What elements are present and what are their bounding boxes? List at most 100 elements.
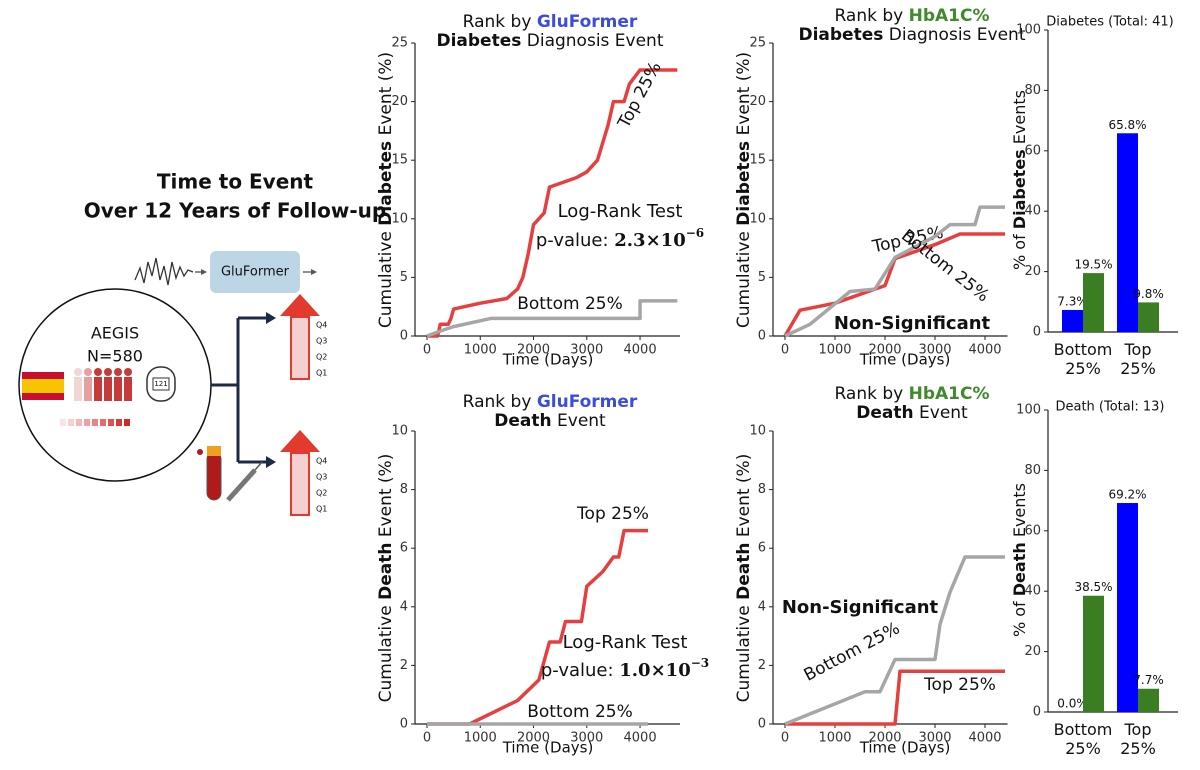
x-tick-label: 0: [781, 343, 789, 358]
y-tick-label: 40: [1024, 584, 1041, 599]
x-tick-label: 2000: [868, 343, 901, 358]
annotation-text: Log-Rank Test: [563, 632, 688, 653]
p-value-exponent: −6: [686, 226, 704, 240]
series-label: Top 25%: [576, 504, 649, 524]
annotation: Non-Significant: [782, 597, 939, 618]
people-icons: [74, 368, 132, 401]
bar: [1138, 688, 1159, 712]
y-tick-label: 8: [400, 482, 408, 497]
sensor-label: 121: [154, 380, 167, 388]
y-tick-label: 15: [749, 153, 766, 168]
y-axis-label-part: Events: [1010, 90, 1029, 149]
y-tick-label: 0: [1033, 705, 1041, 720]
quartile-label: Q4: [316, 457, 327, 466]
arrow-head: [311, 269, 317, 275]
rank-icon: [280, 294, 320, 380]
series-line: [426, 528, 649, 726]
quartile-label: Q1: [316, 505, 327, 514]
x-tick-label: Bottom 25%: [1054, 340, 1113, 378]
p-value-mantissa: 1.0×10: [619, 660, 690, 681]
cohort-size: N=580: [87, 347, 143, 366]
y-axis-label: % of Diabetes Events: [1010, 90, 1029, 270]
arrow-head: [266, 312, 276, 324]
x-tick-label: 4000: [624, 731, 657, 746]
y-axis-label-part: % of: [1010, 596, 1029, 637]
x-tick-label: 2000: [517, 731, 550, 746]
annotation: Non-Significant: [834, 313, 991, 334]
split-arrows: [211, 316, 268, 464]
series-line: [785, 669, 1005, 726]
arrow-head: [266, 456, 276, 468]
y-tick-label: 20: [1024, 264, 1041, 279]
x-tick-label-line: 25%: [1065, 739, 1101, 758]
y-tick-label: 100: [1016, 23, 1041, 38]
x-tick-label-line: 25%: [1120, 739, 1156, 758]
bar-value-label: 69.2%: [1108, 488, 1146, 502]
x-tick-label: 3000: [918, 731, 951, 746]
y-axis-label-part: Event (%): [376, 52, 396, 141]
y-axis-label-part: Events: [1010, 483, 1029, 542]
annotation-text: Log-Rank Test: [558, 201, 683, 222]
y-tick-label: 100: [1016, 403, 1041, 418]
chart-title-part: Rank by: [834, 6, 908, 26]
chart-title-part: HbA1C%: [909, 6, 990, 26]
x-tick-label: 2000: [868, 731, 901, 746]
x-tick-label: 0: [423, 731, 431, 746]
series-label: Bottom 25%: [527, 702, 633, 722]
annotation: p-value: 1.0×10−3: [541, 656, 709, 682]
x-tick-label: Top 25%: [1120, 720, 1156, 758]
quartile-label: Q1: [316, 369, 327, 378]
chart-title-part: Event: [552, 411, 606, 431]
series-label: Bottom 25%: [897, 226, 992, 307]
y-tick-label: 80: [1024, 83, 1041, 98]
y-axis-label-part: Diabetes: [734, 141, 754, 226]
chart-title-part: Death: [856, 403, 913, 423]
chart-title-part: Diagnosis Event: [883, 25, 1025, 45]
quartile-label: Q4: [316, 321, 327, 330]
x-tick-label-line: 25%: [1065, 359, 1101, 378]
annotation-text: Non-Significant: [782, 597, 939, 618]
schematic: Time to Event Over 12 Years of Follow-up…: [18, 170, 386, 516]
series-line: [784, 555, 1005, 726]
chart-title-part: Death: [494, 411, 551, 431]
y-tick-label: 20: [1024, 644, 1041, 659]
blood-tube: [197, 446, 263, 502]
y-axis-label: Cumulative Diabetes Event (%): [734, 52, 754, 328]
annotation-text: p-value:: [541, 660, 619, 681]
y-tick-label: 40: [1024, 204, 1041, 219]
y-tick-label: 25: [391, 36, 408, 51]
sensor-screen: [152, 377, 170, 391]
model-label: GluFormer: [221, 265, 290, 280]
chart-title-part: Diabetes: [436, 31, 521, 51]
y-tick-label: 0: [1033, 325, 1041, 340]
quartile-label: Q2: [316, 489, 327, 498]
x-tick-label-line: Top: [1124, 720, 1152, 739]
x-tick-label: 0: [423, 343, 431, 358]
x-tick-label: 4000: [968, 731, 1001, 746]
x-tick-label: Bottom 25%: [1054, 720, 1113, 758]
x-tick-label: 3000: [570, 343, 603, 358]
chart-title: Diabetes Diagnosis Event: [436, 31, 663, 51]
x-tick-label-line: Bottom: [1054, 340, 1113, 359]
x-tick-label: 4000: [624, 343, 657, 358]
x-tick-label: 1000: [464, 731, 497, 746]
chart-title: Rank by GluFormer: [463, 392, 638, 412]
y-tick-label: 5: [758, 270, 766, 285]
y-tick-label: 4: [758, 599, 766, 614]
gradient-bar: [60, 419, 130, 426]
quartile-label: Q3: [316, 473, 327, 482]
bar: [1083, 595, 1104, 712]
y-tick-label: 10: [749, 211, 766, 226]
y-axis-label-part: Event (%): [734, 52, 754, 141]
x-tick-label-line: Top: [1124, 340, 1152, 359]
y-tick-label: 10: [749, 424, 766, 439]
bar: [1117, 133, 1138, 332]
x-tick-label: 2000: [517, 343, 550, 358]
y-axis-label-part: Death: [734, 543, 754, 600]
chart-title: Death Event: [494, 411, 606, 431]
x-tick-label-line: 25%: [1120, 359, 1156, 378]
chart-title-part: Event: [914, 403, 968, 423]
schematic-title: Time to Event: [157, 170, 314, 194]
cohort-name: AEGIS: [91, 324, 139, 343]
